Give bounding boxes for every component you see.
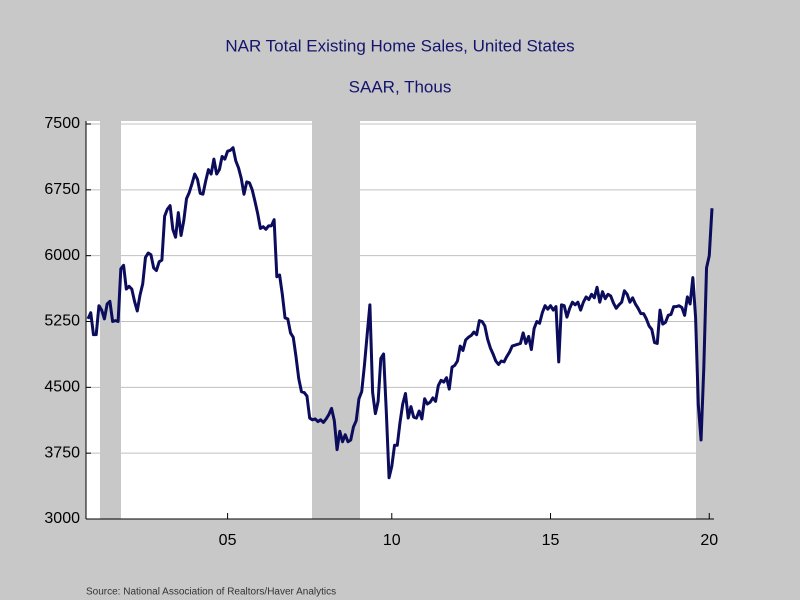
y-tick-label: 3000 (44, 510, 80, 527)
x-tick-label: 15 (542, 532, 560, 549)
y-tick-label: 4500 (44, 379, 80, 396)
x-tick-label: 20 (700, 532, 718, 549)
chart-subtitle: SAAR, Thous (349, 77, 452, 96)
data-line (86, 146, 714, 480)
y-tick-label: 3750 (44, 444, 80, 461)
y-tick-label: 7500 (44, 115, 80, 132)
recession-shading (312, 121, 360, 519)
y-tick-label: 6000 (44, 247, 80, 264)
marks (86, 146, 714, 480)
chart-title: NAR Total Existing Home Sales, United St… (225, 36, 574, 55)
recession-shading (100, 121, 121, 519)
x-tick-label: 05 (219, 532, 237, 549)
plot-area (86, 121, 714, 519)
y-tick-label: 6750 (44, 181, 80, 198)
y-tick-label: 5250 (44, 313, 80, 330)
source-note: Source: National Association of Realtors… (86, 587, 336, 598)
x-tick-label: 10 (383, 532, 401, 549)
